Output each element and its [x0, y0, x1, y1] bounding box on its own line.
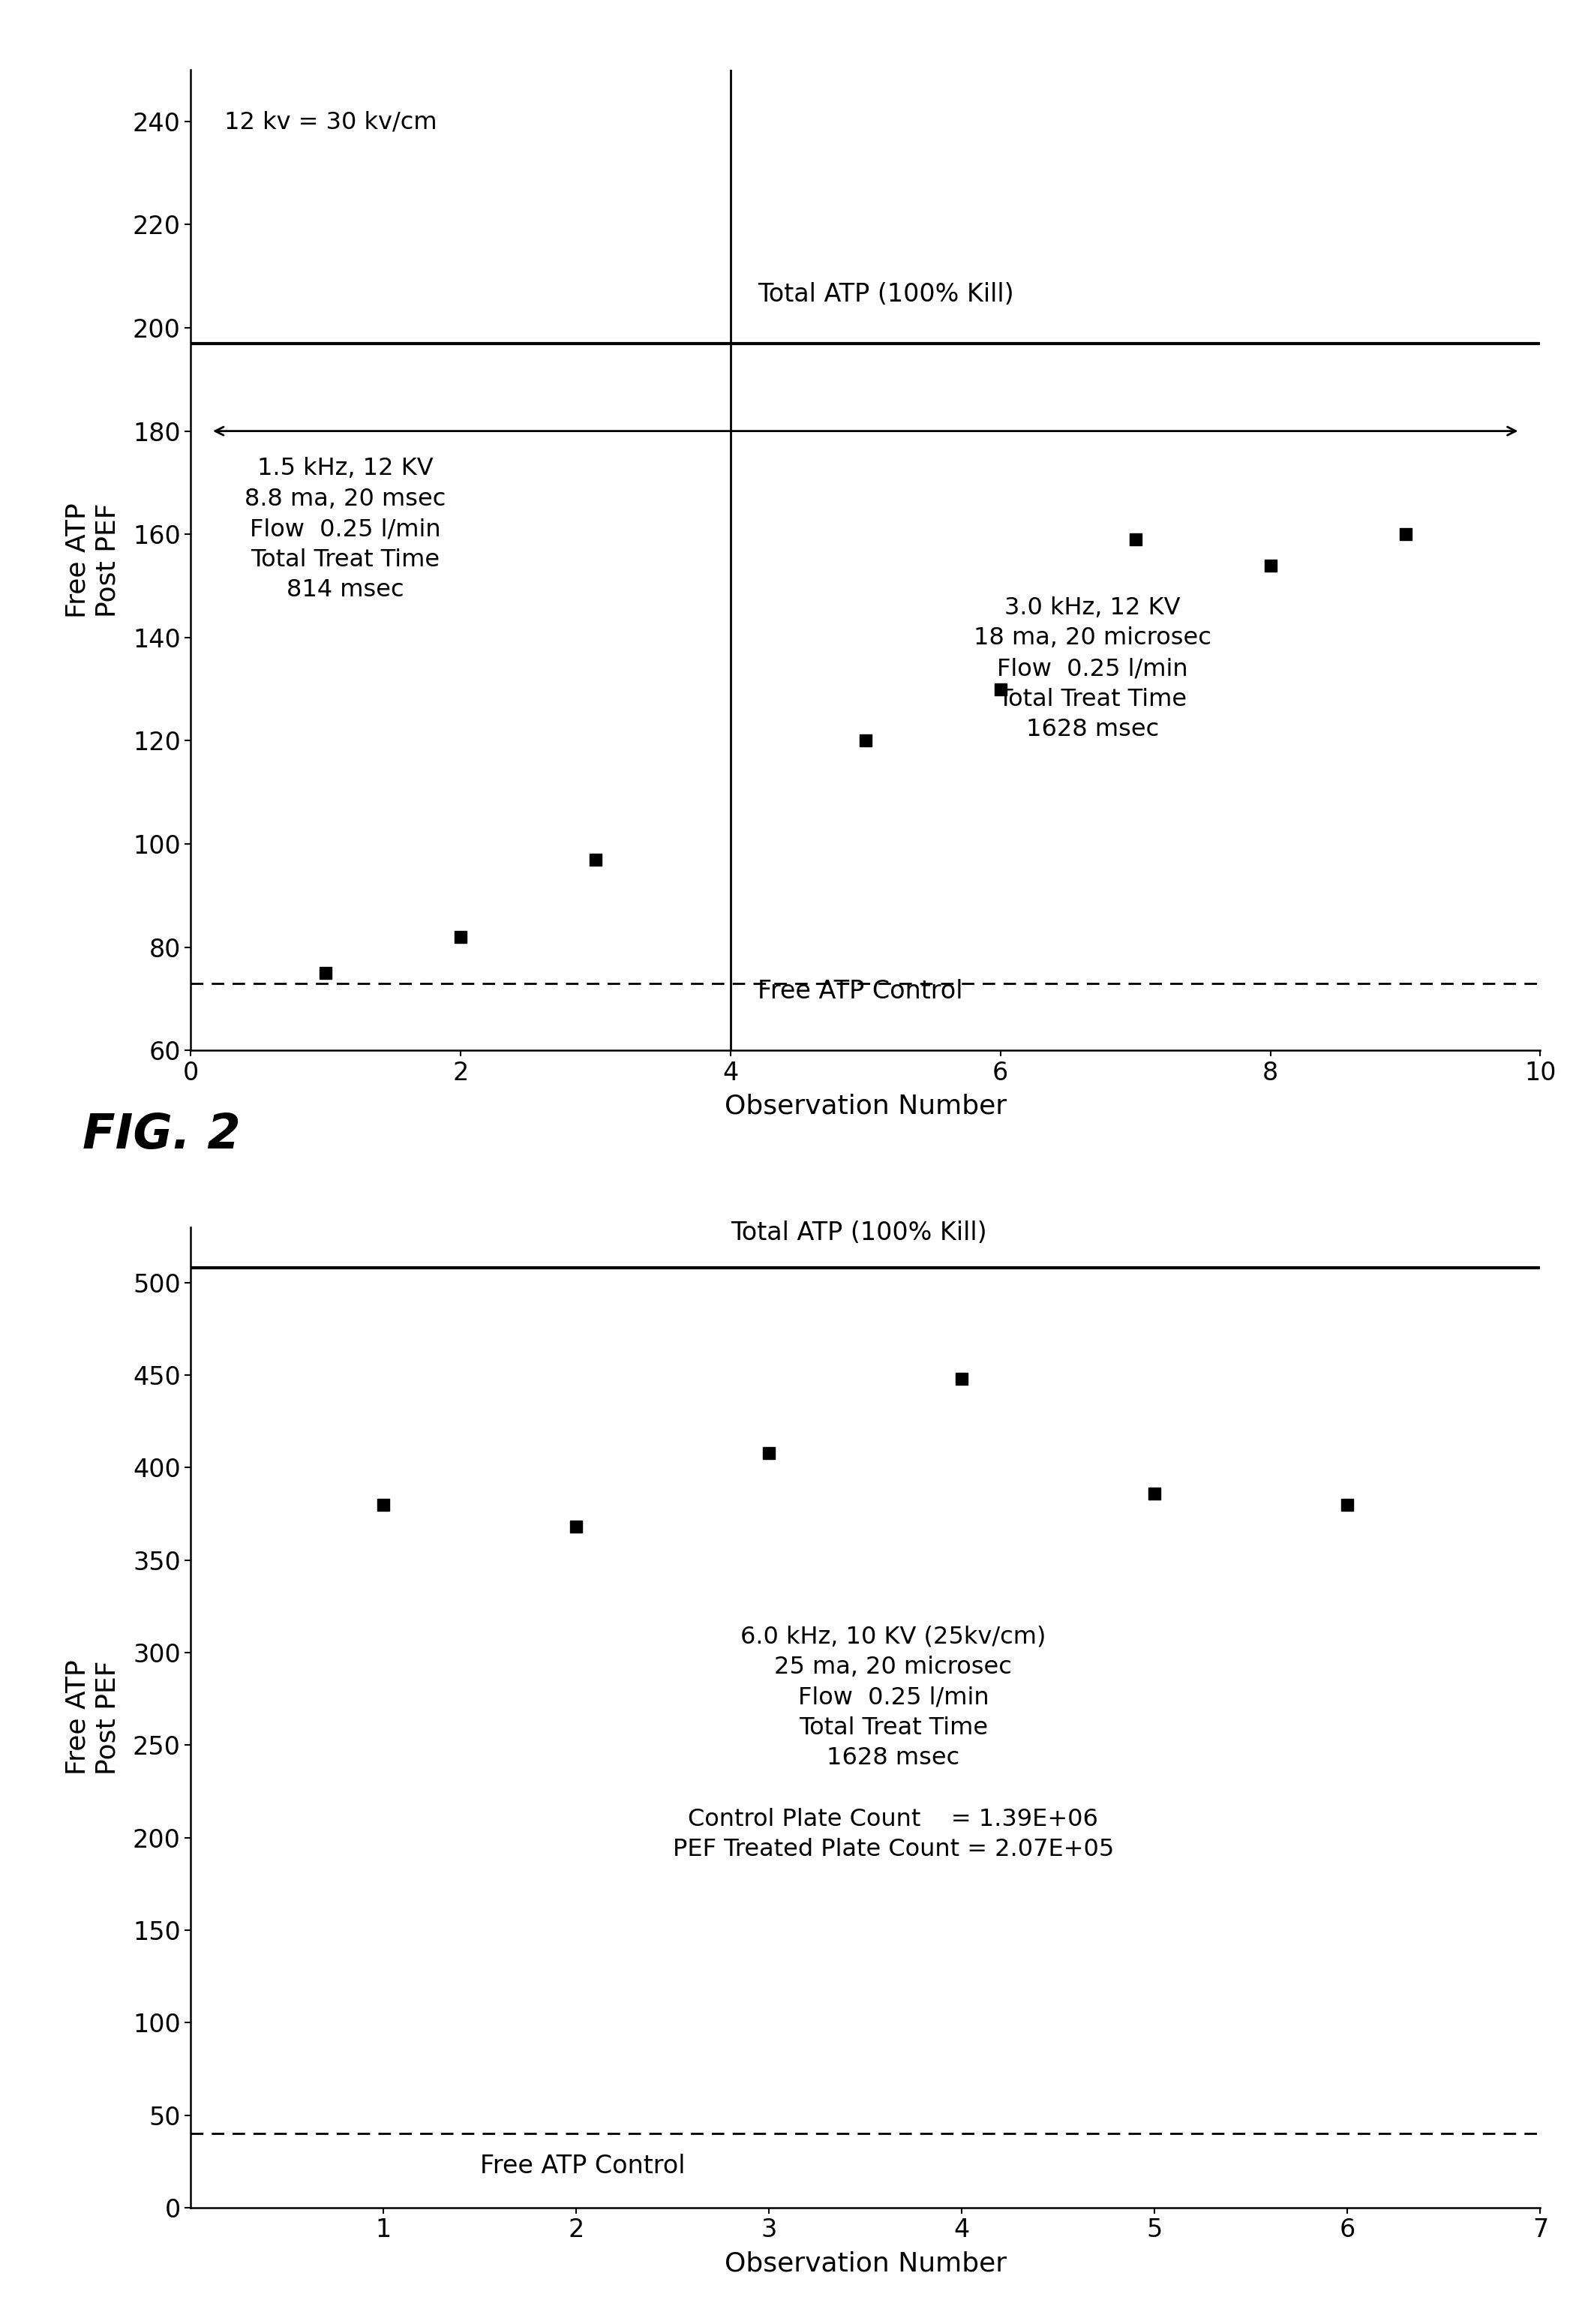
- Text: Free ATP Control: Free ATP Control: [480, 2154, 684, 2178]
- Point: [988, 672, 1013, 709]
- Text: FIG. 2: FIG. 2: [83, 1111, 241, 1157]
- X-axis label: Observation Number: Observation Number: [724, 2250, 1007, 2275]
- Point: [950, 1360, 975, 1397]
- Point: [1336, 1485, 1361, 1522]
- Text: 6.0 kHz, 10 KV (25kv/cm)
25 ma, 20 microsec
Flow  0.25 l/min
Total Treat Time
16: 6.0 kHz, 10 KV (25kv/cm) 25 ma, 20 micro…: [673, 1624, 1113, 1862]
- Y-axis label: Free ATP
Post PEF: Free ATP Post PEF: [65, 1659, 121, 1776]
- Point: [1142, 1476, 1167, 1513]
- Point: [583, 841, 608, 878]
- Text: 3.0 kHz, 12 KV
18 ma, 20 microsec
Flow  0.25 l/min
Total Treat Time
1628 msec: 3.0 kHz, 12 KV 18 ma, 20 microsec Flow 0…: [973, 597, 1212, 741]
- Point: [756, 1434, 781, 1471]
- Text: Total ATP (100% Kill): Total ATP (100% Kill): [757, 284, 1013, 307]
- Point: [313, 955, 338, 992]
- Text: Total ATP (100% Kill): Total ATP (100% Kill): [730, 1220, 986, 1246]
- X-axis label: Observation Number: Observation Number: [724, 1095, 1007, 1118]
- Text: 12 kv = 30 kv/cm: 12 kv = 30 kv/cm: [224, 112, 437, 135]
- Point: [564, 1508, 589, 1545]
- Point: [853, 723, 878, 760]
- Y-axis label: Free ATP
Post PEF: Free ATP Post PEF: [65, 502, 121, 618]
- Point: [1258, 546, 1283, 583]
- Point: [370, 1485, 395, 1522]
- Point: [1393, 516, 1418, 553]
- Point: [1123, 521, 1148, 558]
- Text: 1.5 kHz, 12 KV
8.8 ma, 20 msec
Flow  0.25 l/min
Total Treat Time
814 msec: 1.5 kHz, 12 KV 8.8 ma, 20 msec Flow 0.25…: [245, 458, 446, 602]
- Text: Free ATP Control: Free ATP Control: [757, 978, 962, 1004]
- Point: [448, 918, 473, 955]
